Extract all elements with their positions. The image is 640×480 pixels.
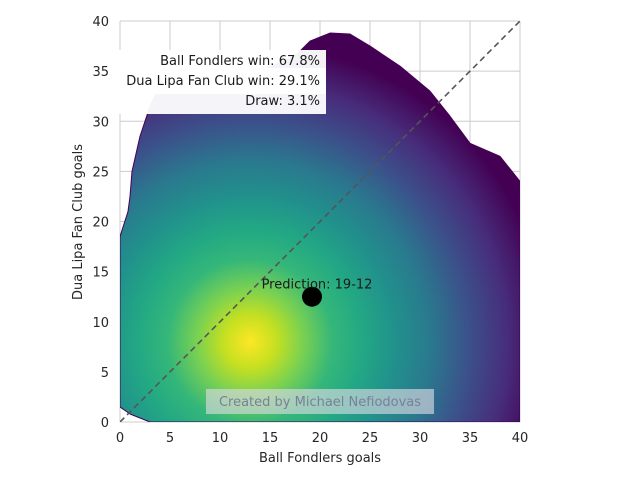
y-axis-ticks: 0 5 10 15 20 25 30 35 40 (92, 15, 109, 431)
watermark-text: Created by Michael Nefiodovas (219, 395, 421, 410)
y-tick-label: 0 (101, 416, 109, 431)
y-tick-label: 10 (92, 316, 109, 331)
prob-draw: Draw: 3.1% (245, 94, 320, 109)
diagonal-dashed-line (120, 21, 520, 422)
watermark: Created by Michael Nefiodovas (206, 389, 434, 414)
scatter-layer (302, 286, 322, 307)
x-tick-label: 40 (512, 431, 529, 446)
x-axis-label: Ball Fondlers goals (259, 451, 381, 466)
x-tick-label: 20 (312, 431, 329, 446)
density-region (120, 32, 520, 422)
y-tick-label: 40 (92, 15, 109, 30)
prob-away-win: Dua Lipa Fan Club win: 29.1% (126, 74, 320, 89)
y-axis-label: Dua Lipa Fan Club goals (71, 144, 86, 300)
x-tick-label: 35 (462, 431, 479, 446)
prediction-label: Prediction: 19-12 (262, 278, 373, 293)
y-tick-label: 25 (92, 165, 109, 180)
density-layer (120, 32, 520, 422)
prob-home-win: Ball Fondlers win: 67.8% (160, 54, 320, 69)
x-tick-label: 25 (362, 431, 379, 446)
x-tick-label: 30 (412, 431, 429, 446)
probability-box: Ball Fondlers win: 67.8% Dua Lipa Fan Cl… (108, 50, 326, 114)
y-tick-label: 15 (92, 266, 109, 281)
x-tick-label: 0 (116, 431, 124, 446)
y-tick-label: 20 (92, 216, 109, 231)
y-tick-label: 30 (92, 115, 109, 130)
x-axis-ticks: 0 5 10 15 20 25 30 35 40 (116, 431, 528, 446)
x-tick-label: 5 (166, 431, 174, 446)
diagonal-line (120, 21, 520, 422)
prediction-point (302, 286, 322, 307)
y-tick-label: 35 (92, 65, 109, 80)
x-tick-label: 15 (262, 431, 279, 446)
x-tick-label: 10 (212, 431, 229, 446)
y-tick-label: 5 (101, 366, 109, 381)
